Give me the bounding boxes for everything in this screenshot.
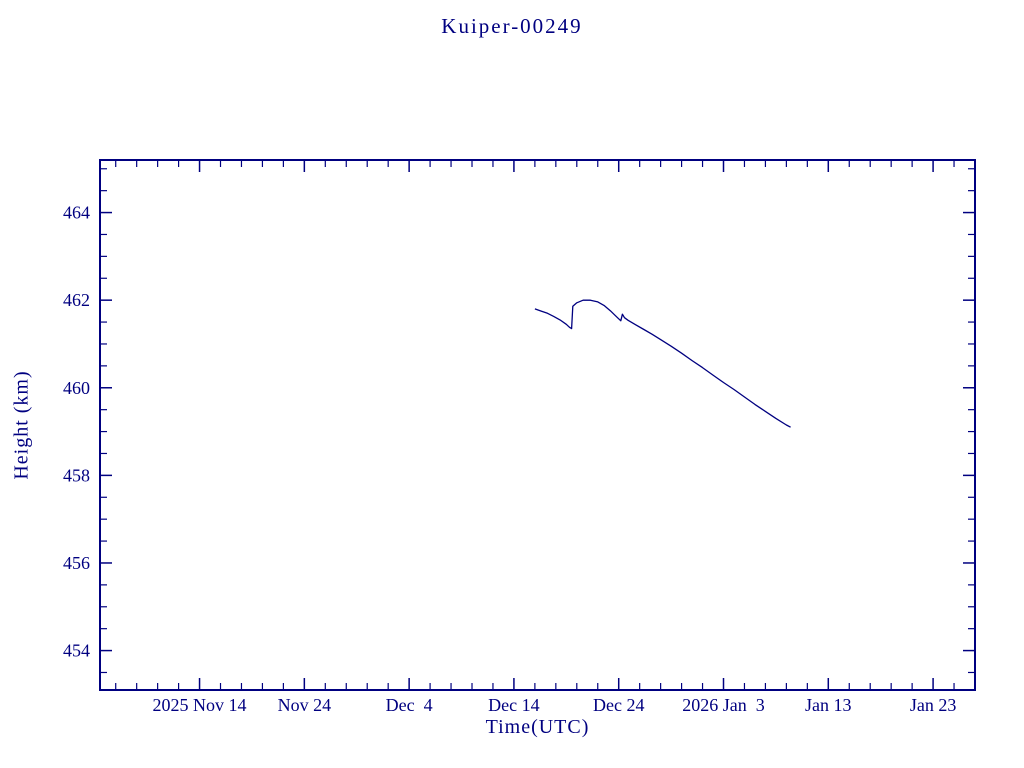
- x-tick-label: Dec 14: [488, 695, 539, 715]
- x-tick-label: Dec 24: [593, 695, 644, 715]
- y-tick-label: 464: [63, 203, 90, 223]
- y-tick-label: 458: [63, 465, 90, 485]
- x-tick-label: Nov 24: [278, 695, 332, 715]
- x-tick-label: Jan 23: [910, 695, 957, 715]
- y-tick-label: 462: [63, 290, 90, 310]
- chart-title: Kuiper-00249: [441, 14, 583, 38]
- x-tick-label: 2026 Jan 3: [682, 695, 765, 715]
- data-line: [534, 299, 791, 428]
- plot-frame: [99, 159, 976, 691]
- x-tick-label: 2025 Nov 14: [153, 695, 247, 715]
- x-tick-label: Dec 4: [386, 695, 433, 715]
- y-tick-label: 454: [63, 641, 90, 661]
- x-axis-label: Time(UTC): [485, 716, 590, 738]
- y-tick-label: 456: [63, 553, 90, 573]
- x-tick-label: Jan 13: [805, 695, 852, 715]
- y-tick-label: 460: [63, 378, 90, 398]
